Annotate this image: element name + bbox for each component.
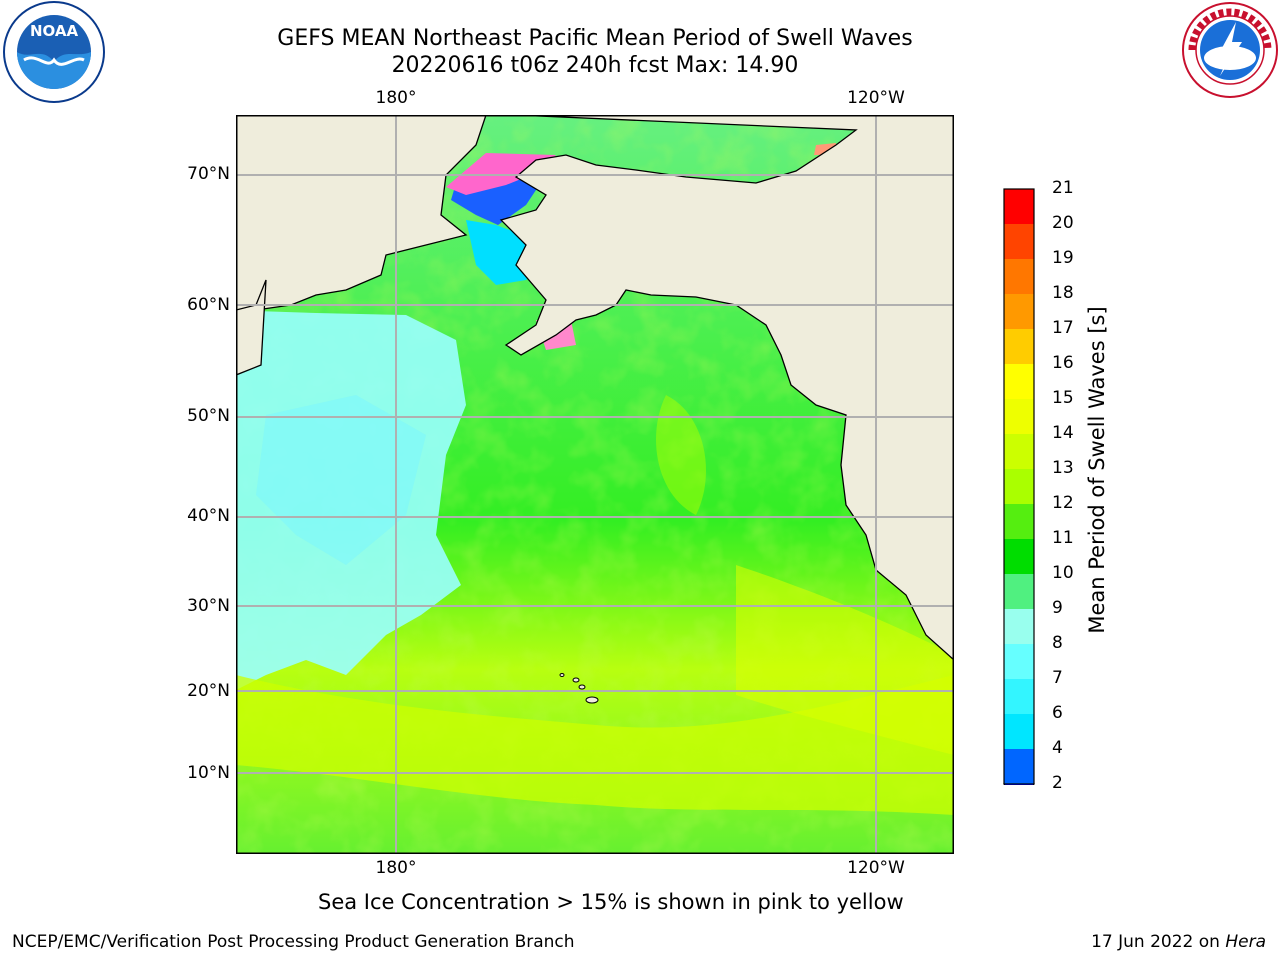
colorbar-bin <box>1004 644 1034 679</box>
siberia-landmass <box>236 115 487 311</box>
lon-label-top-180: 180° <box>375 88 417 108</box>
colorbar-bin <box>1004 679 1034 714</box>
colorbar-tick-label: 19 <box>1052 248 1074 268</box>
noaa-logo-icon: NOAA <box>3 1 105 103</box>
nws-logo-icon <box>1182 2 1278 98</box>
lat-label-10n: 10°N <box>187 763 230 783</box>
colorbar-bin <box>1004 504 1034 539</box>
colorbar-bin <box>1004 539 1034 574</box>
footer-host: Hera <box>1225 932 1266 952</box>
colorbar <box>1003 188 1035 785</box>
lat-label-70n: 70°N <box>187 164 230 184</box>
sea-ice-caption: Sea Ice Concentration > 15% is shown in … <box>318 890 904 914</box>
colorbar-tick-label: 20 <box>1052 213 1074 233</box>
long-period-band <box>236 675 954 815</box>
map-title: GEFS MEAN Northeast Pacific Mean Period … <box>277 26 913 51</box>
lat-label-40n: 40°N <box>187 506 230 526</box>
lat-label-30n: 30°N <box>187 596 230 616</box>
lat-label-20n: 20°N <box>187 681 230 701</box>
colorbar-tick-label: 13 <box>1052 458 1074 478</box>
colorbar-tick-label: 21 <box>1052 178 1074 198</box>
lat-label-60n: 60°N <box>187 295 230 315</box>
colorbar-tick-label: 4 <box>1052 738 1063 758</box>
colorbar-title: Mean Period of Swell Waves [s] <box>1085 306 1109 634</box>
footer-credit: NCEP/EMC/Verification Post Processing Pr… <box>12 932 575 952</box>
colorbar-tick-label: 15 <box>1052 388 1074 408</box>
colorbar-bin <box>1004 189 1034 224</box>
footer-date: 17 Jun 2022 on Hera <box>1091 932 1266 952</box>
colorbar-tick-label: 2 <box>1052 773 1063 793</box>
colorbar-tick-label: 8 <box>1052 633 1063 653</box>
colorbar-bin <box>1004 294 1034 329</box>
colorbar-tick-label: 7 <box>1052 668 1063 688</box>
colorbar-bin <box>1004 469 1034 504</box>
colorbar-tick-label: 9 <box>1052 598 1063 618</box>
north-america-landmass <box>499 115 954 661</box>
colorbar-bin <box>1004 714 1034 749</box>
colorbar-bin <box>1004 434 1034 469</box>
map-subtitle: 20220616 t06z 240h fcst Max: 14.90 <box>391 53 799 78</box>
colorbar-bin <box>1004 259 1034 294</box>
colorbar-tick-label: 14 <box>1052 423 1074 443</box>
colorbar-bin <box>1004 749 1034 784</box>
colorbar-tick-label: 12 <box>1052 493 1074 513</box>
lon-label-bottom-180: 180° <box>375 858 417 878</box>
noaa-logo-text: NOAA <box>30 22 79 40</box>
colorbar-tick-label: 6 <box>1052 703 1063 723</box>
colorbar-bin <box>1004 609 1034 644</box>
colorbar-bin <box>1004 224 1034 259</box>
lat-label-50n: 50°N <box>187 406 230 426</box>
colorbar-tick-label: 16 <box>1052 353 1074 373</box>
colorbar-bin <box>1004 399 1034 434</box>
colorbar-tick-label: 11 <box>1052 528 1074 548</box>
footer-date-text: 17 Jun 2022 on <box>1091 932 1226 952</box>
colorbar-bin <box>1004 364 1034 399</box>
colorbar-bin <box>1004 574 1034 609</box>
colorbar-under-arrow <box>1003 783 1035 785</box>
swell-period-map <box>236 115 954 854</box>
colorbar-tick-label: 10 <box>1052 563 1074 583</box>
colorbar-tick-label: 18 <box>1052 283 1074 303</box>
colorbar-tick-label: 17 <box>1052 318 1074 338</box>
lon-label-top-120w: 120°W <box>847 88 905 108</box>
lon-label-bottom-120w: 120°W <box>847 858 905 878</box>
colorbar-bin <box>1004 329 1034 364</box>
